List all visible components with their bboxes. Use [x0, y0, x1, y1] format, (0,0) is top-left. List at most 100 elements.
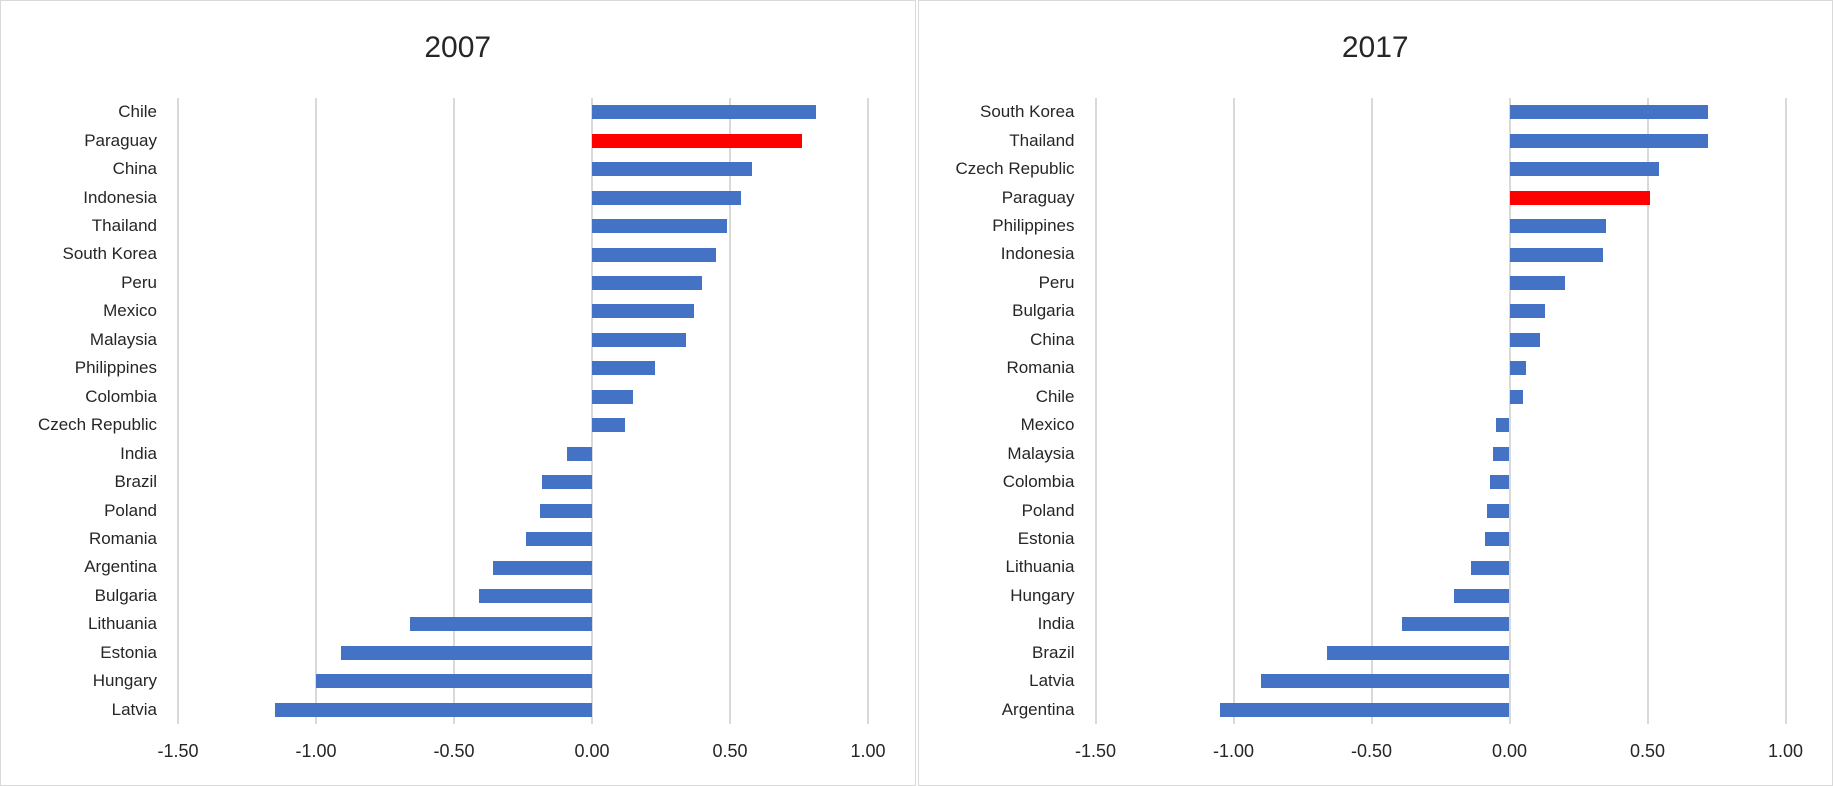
category-label-mexico: Mexico	[1020, 415, 1075, 435]
bar-hungary	[316, 674, 592, 689]
bar-paraguay	[1509, 190, 1651, 205]
category-label-indonesia: Indonesia	[83, 187, 157, 207]
bar-china	[592, 162, 753, 177]
category-label-thailand: Thailand	[1009, 130, 1075, 150]
category-label-brazil: Brazil	[114, 472, 157, 492]
gridline-0.50	[729, 98, 731, 724]
category-label-china: China	[1030, 329, 1075, 349]
value-axis-2007: -1.50 -1.00 -0.50 0.00 0.50 1.00	[157, 738, 885, 764]
bar-lithuania	[1470, 560, 1510, 575]
category-label-malaysia: Malaysia	[1007, 443, 1075, 463]
category-label-india: India	[1037, 614, 1075, 634]
gridline-0.00	[591, 98, 593, 724]
bar-chile	[1509, 389, 1524, 404]
x-tick-label--0.50: -0.50	[433, 741, 475, 761]
category-label-hungary: Hungary	[92, 671, 157, 691]
category-label-latvia: Latvia	[1029, 671, 1075, 691]
category-label-china: China	[112, 159, 157, 179]
chart-panel-2007: 2007 Chile Paraguay China Indonesia Thailand…	[0, 0, 916, 786]
gridline-0.00	[1508, 98, 1511, 724]
category-axis-2007: Chile Paraguay China Indonesia Thailand South…	[1, 98, 157, 724]
bar-chile	[592, 105, 816, 120]
category-label-indonesia: Indonesia	[1000, 244, 1075, 264]
category-label-latvia: Latvia	[111, 699, 157, 719]
bar-bulgaria	[478, 588, 592, 603]
chart-panel-2017: 2017 South Korea Thailand Czech Republic Pa…	[917, 0, 1833, 786]
category-label-argentina: Argentina	[1001, 699, 1075, 719]
category-label-bulgaria: Bulgaria	[94, 585, 157, 605]
x-tick-label--1.00: -1.00	[295, 741, 337, 761]
bar-colombia	[1490, 475, 1510, 490]
gridline--0.50	[1370, 98, 1373, 724]
bar-poland	[539, 503, 592, 518]
category-label-romania: Romania	[88, 529, 157, 549]
category-label-poland: Poland	[104, 500, 157, 520]
gridline-0.50	[1646, 98, 1649, 724]
bar-poland	[1487, 503, 1510, 518]
category-label-czech-republic: Czech Republic	[955, 159, 1075, 179]
bar-india	[567, 446, 592, 461]
bar-indonesia	[1509, 247, 1604, 262]
bar-mexico	[1495, 418, 1510, 433]
category-label-india: India	[120, 443, 157, 463]
gridline--1.00	[1232, 98, 1235, 724]
bar-philippines	[592, 361, 656, 376]
category-label-colombia: Colombia	[1002, 472, 1075, 492]
bar-paraguay	[592, 133, 802, 148]
x-tick-label-0.00: 0.00	[574, 741, 610, 761]
category-label-lithuania: Lithuania	[1005, 557, 1075, 577]
x-tick-label--1.00: -1.00	[1212, 741, 1255, 761]
gridline--1.50	[177, 98, 179, 724]
category-label-argentina: Argentina	[84, 557, 157, 577]
bar-hungary	[1454, 588, 1510, 603]
gridline-1.00	[1784, 98, 1787, 724]
category-label-lithuania: Lithuania	[87, 614, 157, 634]
category-label-czech-republic: Czech Republic	[37, 415, 157, 435]
category-label-bulgaria: Bulgaria	[1012, 301, 1075, 321]
bar-latvia	[274, 702, 592, 717]
bar-lithuania	[409, 617, 592, 632]
bar-south-korea	[592, 247, 717, 262]
gridline--0.50	[453, 98, 455, 724]
category-label-malaysia: Malaysia	[89, 329, 157, 349]
category-label-south-korea: South Korea	[62, 244, 157, 264]
category-label-peru: Peru	[1038, 272, 1075, 292]
bar-czech-republic	[1509, 162, 1659, 177]
bar-peru	[1509, 275, 1565, 290]
category-label-paraguay: Paraguay	[84, 130, 157, 150]
value-axis-2017: -1.50 -1.00 -0.50 0.00 0.50 1.00	[1075, 738, 1803, 764]
category-label-peru: Peru	[121, 272, 157, 292]
x-tick-label-0.50: 0.50	[1629, 741, 1666, 761]
bar-mexico	[592, 304, 695, 319]
category-label-romania: Romania	[1006, 358, 1075, 378]
bar-bulgaria	[1509, 304, 1546, 319]
plot-area-2017	[1094, 98, 1787, 724]
gridline--1.50	[1094, 98, 1097, 724]
bar-czech-republic	[592, 418, 626, 433]
category-label-brazil: Brazil	[1031, 642, 1075, 662]
bar-philippines	[1509, 219, 1607, 234]
bar-thailand	[592, 219, 728, 234]
plot-area-2007	[177, 98, 869, 724]
category-label-poland: Poland	[1021, 500, 1075, 520]
bar-argentina	[1219, 702, 1510, 717]
x-tick-label--1.50: -1.50	[157, 741, 199, 761]
bar-brazil	[1327, 645, 1510, 660]
x-tick-label-0.50: 0.50	[712, 741, 748, 761]
category-label-hungary: Hungary	[1010, 585, 1075, 605]
chart-title-2007: 2007	[424, 31, 492, 64]
category-label-paraguay: Paraguay	[1001, 187, 1075, 207]
x-tick-label--0.50: -0.50	[1350, 741, 1393, 761]
x-tick-label-1.00: 1.00	[1767, 741, 1804, 761]
bar-south-korea	[1509, 105, 1709, 120]
bar-malaysia	[1492, 446, 1510, 461]
category-label-philippines: Philippines	[74, 358, 157, 378]
x-tick-label-0.00: 0.00	[1491, 741, 1528, 761]
bar-india	[1401, 617, 1510, 632]
gridline--1.00	[315, 98, 317, 724]
bar-indonesia	[592, 190, 742, 205]
bar-malaysia	[592, 332, 686, 347]
chart-title-2017: 2017	[1341, 31, 1409, 64]
bar-peru	[592, 275, 703, 290]
